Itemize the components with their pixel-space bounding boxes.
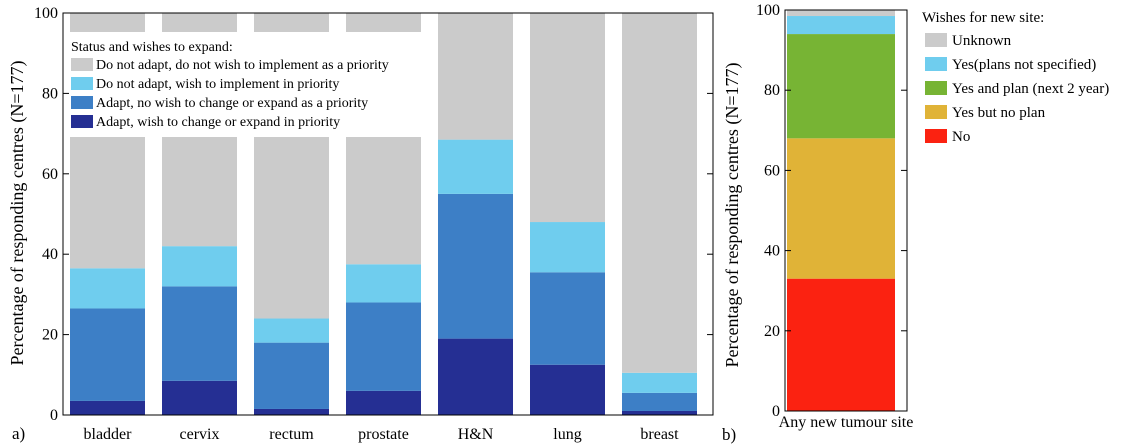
legend-swatch-yes-plans-not-specified bbox=[925, 57, 947, 71]
chart-a-bars bbox=[66, 13, 697, 415]
legend-entry-do-not-adapt-wish-to-implement-in-priority: Do not adapt, wish to implement in prior… bbox=[96, 77, 339, 92]
bar-cervix-adapt-wish-to-change-or-expand-in-priority bbox=[162, 380, 237, 415]
chart-a-legend: Status and wishes to expand: Do not adap… bbox=[71, 40, 389, 130]
legend-entry-yes-plans-not-specified: Yes(plans not specified) bbox=[952, 57, 1096, 73]
bar-new-site-yes-plans-not-specified bbox=[787, 16, 895, 35]
bar-rectum-do-not-adapt-wish-to-implement-in-priority bbox=[254, 318, 329, 343]
chart-a-y-tick-label: 100 bbox=[34, 5, 58, 22]
x-tick-label-h-n: H&N bbox=[458, 426, 494, 443]
chart-a-legend-title: Status and wishes to expand: bbox=[71, 40, 233, 55]
bar-lung-do-not-adapt-do-not-wish-to-implement-as-a-priority bbox=[530, 13, 605, 223]
legend-entry-adapt-wish-to-change-or-expand-in-priority: Adapt, wish to change or expand in prior… bbox=[96, 115, 340, 130]
bar-prostate-do-not-adapt-wish-to-implement-in-priority bbox=[346, 264, 421, 303]
chart-b-legend-title: Wishes for new site: bbox=[922, 10, 1044, 26]
legend-entry-do-not-adapt-do-not-wish-to-implement-as-a-priority: Do not adapt, do not wish to implement a… bbox=[96, 58, 389, 73]
legend-entry-no: No bbox=[952, 129, 970, 145]
bar-new-site-no bbox=[787, 278, 895, 411]
legend-swatch-do-not-adapt-do-not-wish-to-implement-as-a-priority bbox=[71, 58, 93, 71]
x-tick-label-any-new-tumour-site: Any new tumour site bbox=[779, 414, 914, 431]
bar-h-n-adapt-no-wish-to-change-or-expand-as-a-priority bbox=[438, 193, 513, 339]
chart-b-y-tick-label: 0 bbox=[772, 403, 780, 420]
chart-b-bars bbox=[787, 10, 895, 411]
panel-label-a: a) bbox=[12, 424, 25, 443]
chart-b-axes: 0 20 40 60 80 100 Any new tumour site bbox=[756, 2, 913, 431]
chart-b-y-tick-label: 40 bbox=[764, 243, 780, 260]
legend-swatch-no bbox=[925, 129, 947, 143]
x-tick-label-lung: lung bbox=[553, 426, 581, 443]
chart-a-y-axis-label: Percentage of responding centres (N=177) bbox=[7, 60, 28, 365]
legend-swatch-yes-and-plan-next-2-year bbox=[925, 81, 947, 95]
chart-b-y-tick-label: 80 bbox=[764, 82, 780, 99]
legend-swatch-adapt-no-wish-to-change-or-expand-as-a-priority bbox=[71, 96, 93, 109]
legend-swatch-unknown bbox=[925, 33, 947, 47]
bar-rectum-adapt-wish-to-change-or-expand-in-priority bbox=[254, 408, 329, 415]
bar-cervix-adapt-no-wish-to-change-or-expand-as-a-priority bbox=[162, 286, 237, 381]
chart-b-y-tick-label: 60 bbox=[764, 162, 780, 179]
bar-lung-do-not-adapt-wish-to-implement-in-priority bbox=[530, 222, 605, 273]
legend-entry-adapt-no-wish-to-change-or-expand-as-a-priority: Adapt, no wish to change or expand as a … bbox=[96, 96, 368, 111]
bar-bladder-adapt-wish-to-change-or-expand-in-priority bbox=[70, 400, 145, 415]
chart-b-y-tick-label: 20 bbox=[764, 323, 780, 340]
x-tick-label-cervix: cervix bbox=[180, 426, 220, 443]
legend-entry-yes-but-no-plan: Yes but no plan bbox=[952, 105, 1046, 121]
chart-a-y-tick-label: 80 bbox=[42, 85, 58, 102]
x-tick-label-prostate: prostate bbox=[358, 426, 409, 443]
bar-breast-do-not-adapt-wish-to-implement-in-priority bbox=[622, 372, 697, 393]
legend-entry-unknown: Unknown bbox=[952, 33, 1012, 49]
bar-lung-adapt-no-wish-to-change-or-expand-as-a-priority bbox=[530, 272, 605, 365]
chart-a-legend-box bbox=[66, 32, 430, 137]
chart-a-y-tick-label: 40 bbox=[42, 246, 58, 263]
legend-swatch-adapt-wish-to-change-or-expand-in-priority bbox=[71, 115, 93, 128]
bar-new-site-yes-but-no-plan bbox=[787, 138, 895, 279]
bar-h-n-do-not-adapt-wish-to-implement-in-priority bbox=[438, 139, 513, 194]
chart-a-axes: bladder cervix rectum prostate H&N lung breast… bbox=[34, 5, 714, 443]
legend-entry-yes-and-plan-next-2-year: Yes and plan (next 2 year) bbox=[952, 81, 1109, 97]
chart-a-y-tick-label: 20 bbox=[42, 327, 58, 344]
chart-a-y-tick-label: 60 bbox=[42, 166, 58, 183]
chart-a-y-tick-label: 0 bbox=[50, 407, 58, 424]
bar-prostate-adapt-wish-to-change-or-expand-in-priority bbox=[346, 390, 421, 415]
bar-bladder-adapt-no-wish-to-change-or-expand-as-a-priority bbox=[70, 308, 145, 401]
chart-b-plot-frame bbox=[784, 9, 908, 412]
bar-breast-do-not-adapt-do-not-wish-to-implement-as-a-priority bbox=[622, 13, 697, 373]
bar-lung-adapt-wish-to-change-or-expand-in-priority bbox=[530, 364, 605, 415]
x-tick-label-bladder: bladder bbox=[84, 426, 133, 443]
chart-a-plot-frame bbox=[62, 12, 714, 416]
x-tick-label-breast: breast bbox=[640, 426, 679, 443]
bar-cervix-do-not-adapt-wish-to-implement-in-priority bbox=[162, 246, 237, 287]
legend-swatch-yes-but-no-plan bbox=[925, 105, 947, 119]
bar-new-site-unknown bbox=[787, 10, 895, 17]
chart-b-legend: Wishes for new site: Unknown Yes(plans no… bbox=[922, 10, 1109, 145]
chart-a: Percentage of responding centres (N=177)… bbox=[7, 5, 714, 443]
bar-h-n-adapt-wish-to-change-or-expand-in-priority bbox=[438, 338, 513, 415]
legend-swatch-do-not-adapt-wish-to-implement-in-priority bbox=[71, 77, 93, 90]
bar-h-n-do-not-adapt-do-not-wish-to-implement-as-a-priority bbox=[438, 13, 513, 140]
bar-breast-adapt-no-wish-to-change-or-expand-as-a-priority bbox=[622, 392, 697, 411]
bar-prostate-adapt-no-wish-to-change-or-expand-as-a-priority bbox=[346, 302, 421, 391]
chart-b-y-axis-label: Percentage of responding centres (N=177) bbox=[722, 62, 743, 367]
chart-b-y-tick-label: 100 bbox=[756, 2, 780, 19]
bar-breast-adapt-wish-to-change-or-expand-in-priority bbox=[622, 410, 697, 415]
bar-bladder-do-not-adapt-wish-to-implement-in-priority bbox=[70, 268, 145, 309]
bar-rectum-adapt-no-wish-to-change-or-expand-as-a-priority bbox=[254, 342, 329, 409]
panel-label-b: b) bbox=[722, 425, 736, 444]
chart-b: Percentage of responding centres (N=177)… bbox=[722, 2, 1109, 444]
x-tick-label-rectum: rectum bbox=[269, 426, 314, 443]
bar-new-site-yes-and-plan-next-2-year bbox=[787, 34, 895, 139]
